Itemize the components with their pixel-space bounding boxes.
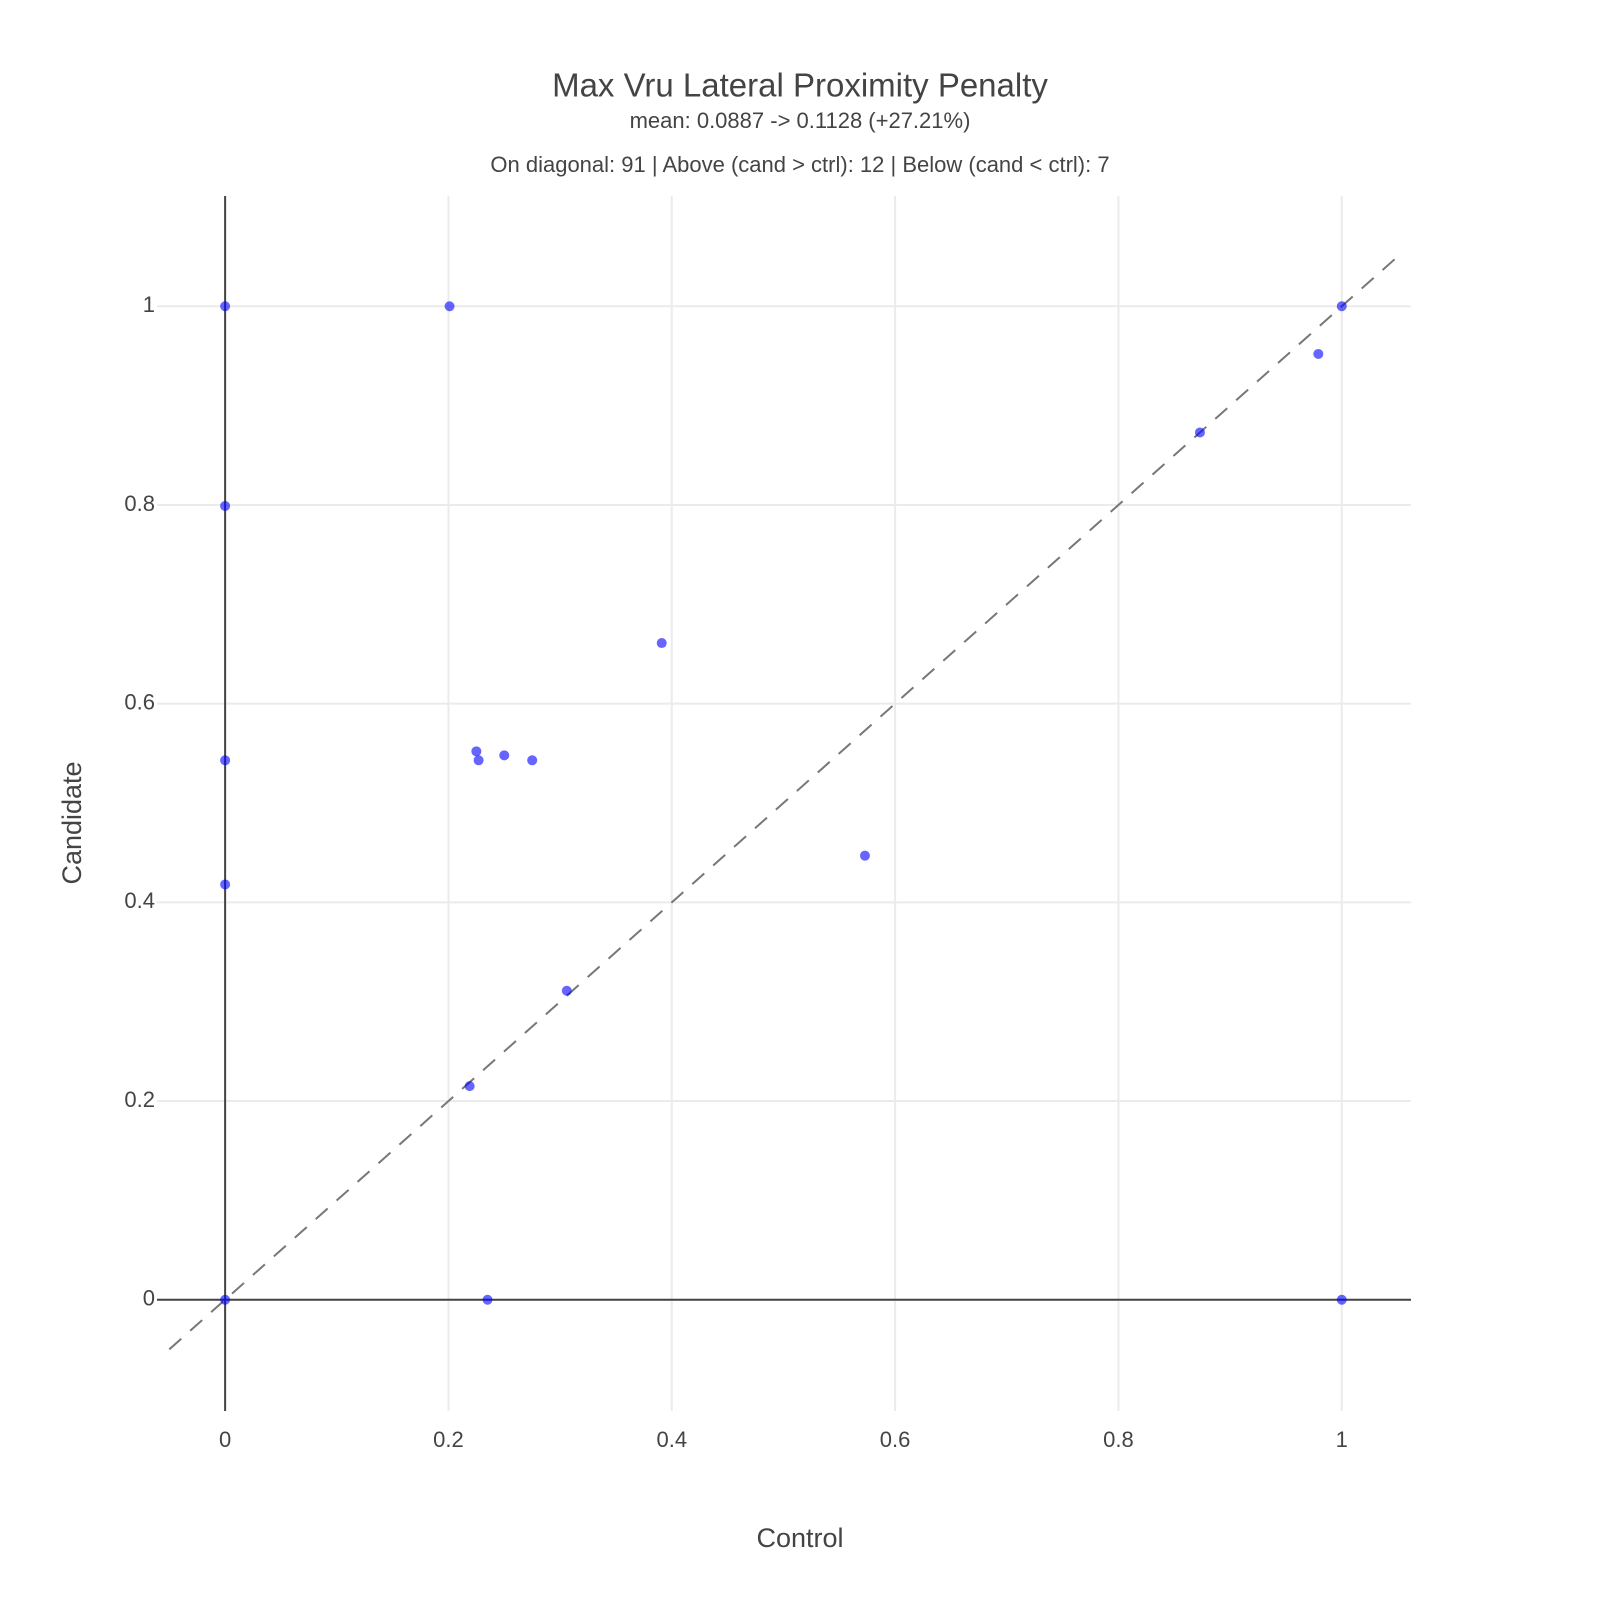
annotation: On diagonal: 91 | Above (cand > ctrl): 1… (490, 152, 1109, 177)
x-tick-label: 0.2 (433, 1427, 464, 1452)
point (527, 755, 538, 766)
y-tick-label: 0.8 (124, 491, 155, 516)
point (220, 500, 231, 511)
x-tick-label: 0.8 (1103, 1427, 1134, 1452)
y-tick-label: 1 (143, 292, 155, 317)
y-tick-label: 0.2 (124, 1087, 155, 1112)
point (656, 638, 667, 649)
point (473, 755, 484, 766)
point (482, 1294, 493, 1305)
x-axis-title: Control (756, 1523, 843, 1553)
point (220, 879, 231, 890)
point (220, 1294, 231, 1305)
diagonal-line (168, 255, 1399, 1351)
point (471, 746, 482, 757)
chart-subtitle: mean: 0.0887 -> 0.1128 (+27.21%) (630, 108, 971, 133)
point (220, 755, 231, 766)
chart-title: Max Vru Lateral Proximity Penalty (552, 67, 1048, 104)
point (444, 301, 455, 312)
point (1194, 427, 1205, 438)
y-axis-title: Candidate (57, 761, 87, 884)
point (859, 850, 870, 861)
x-tick-label: 0.4 (656, 1427, 687, 1452)
point (464, 1081, 475, 1092)
x-tick-label: 0.6 (880, 1427, 911, 1452)
y-tick-label: 0.6 (124, 689, 155, 714)
point (561, 985, 572, 996)
point (220, 301, 231, 312)
x-tick-label: 1 (1336, 1427, 1348, 1452)
point (1313, 348, 1324, 359)
y-tick-label: 0.4 (124, 888, 155, 913)
point (499, 750, 510, 761)
point (1336, 1294, 1347, 1305)
point (1336, 301, 1347, 312)
y-tick-label: 0 (143, 1286, 155, 1311)
x-tick-label: 0 (219, 1427, 231, 1452)
